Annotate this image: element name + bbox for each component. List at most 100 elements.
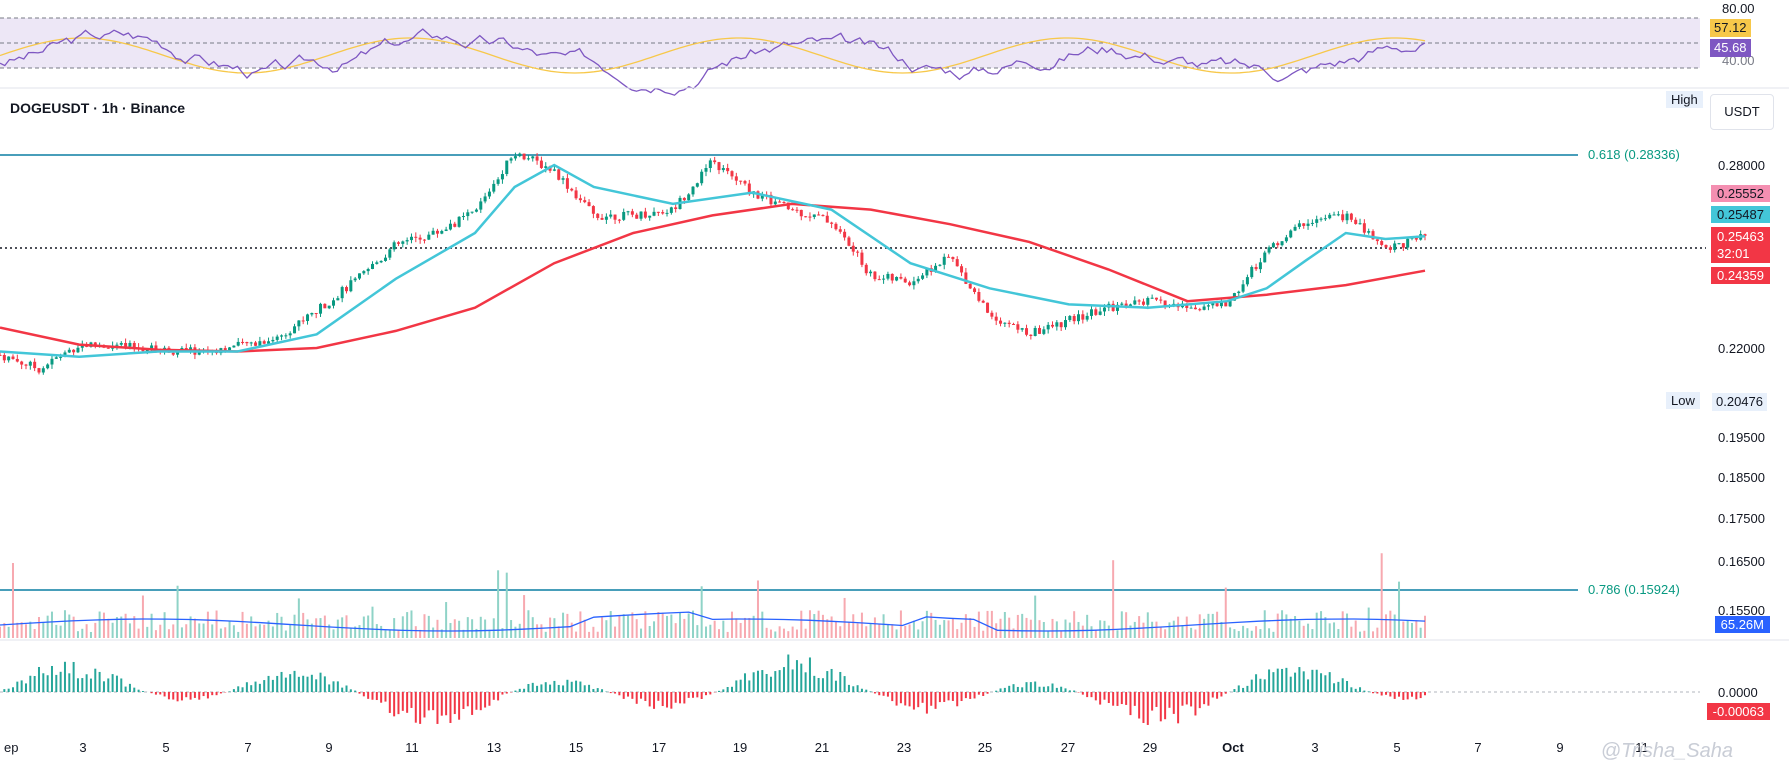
volume-bar [111, 622, 114, 638]
candle-body [349, 280, 353, 292]
volume-bar [726, 631, 729, 638]
volume-bar [1211, 613, 1214, 638]
candle-body [687, 194, 691, 201]
volume-bar [1294, 616, 1297, 638]
candle-body [448, 223, 452, 230]
volume-bar [544, 631, 547, 638]
macd-bar [778, 670, 781, 692]
candle-body [1219, 302, 1223, 307]
macd-bar [1237, 685, 1240, 692]
macd-bar [618, 692, 621, 696]
volume-bar [912, 620, 915, 638]
rsi-top-label: 80.00 [1722, 1, 1755, 16]
macd-bar [120, 678, 123, 692]
candle-body [544, 166, 548, 168]
candle-body [825, 215, 829, 223]
volume-bar [202, 623, 205, 638]
macd-bar [1307, 679, 1310, 692]
candle-body [409, 236, 413, 241]
macd-bar [133, 687, 136, 692]
macd-bar [653, 692, 656, 709]
macd-bar [1285, 667, 1288, 692]
candle-body [522, 153, 526, 160]
candle-body [124, 342, 128, 347]
macd-bar [982, 692, 985, 696]
rsi-ma-line [0, 37, 1426, 74]
candle-body [1064, 320, 1068, 328]
macd-bar [1073, 690, 1076, 692]
candle-body [656, 211, 660, 213]
low-value: 0.20476 [1712, 393, 1767, 411]
volume-bar [154, 630, 157, 638]
candle-body [1349, 213, 1353, 220]
macd-bar [631, 692, 634, 699]
volume-bar [899, 610, 902, 638]
macd-bar [1276, 668, 1279, 692]
price-countdown: 32:01 [1717, 246, 1750, 261]
volume-bar [956, 629, 959, 638]
macd-bar [397, 692, 400, 715]
macd-bar [1055, 687, 1058, 692]
macd-bar [29, 675, 32, 692]
candle-body [1193, 307, 1197, 310]
volume-bar [735, 618, 738, 638]
macd-bar [544, 682, 547, 692]
volume-bar [1051, 618, 1054, 638]
volume-bar [921, 621, 924, 638]
macd-bar [37, 666, 40, 692]
volume-bar [7, 626, 10, 638]
macd-bar [761, 670, 764, 692]
candle-body [41, 368, 45, 373]
volume-bar [505, 572, 508, 638]
macd-bar [1177, 692, 1180, 724]
volume-bar [401, 616, 404, 638]
x-tick-label: 13 [487, 740, 501, 755]
macd-bar [180, 692, 183, 701]
volume-bar [228, 621, 231, 638]
candle-body [293, 326, 297, 334]
volume-bar [960, 622, 963, 638]
volume-bar [1168, 622, 1171, 638]
symbol-title[interactable]: DOGEUSDT · 1h · Binance [10, 100, 186, 116]
volume-bar [995, 623, 998, 638]
volume-bar [1393, 614, 1396, 638]
macd-bar [921, 692, 924, 703]
currency-selector[interactable]: USDT [1710, 94, 1774, 130]
macd-histogram [3, 654, 1426, 725]
macd-bar [648, 692, 651, 707]
volume-bar [1268, 628, 1271, 638]
volume-bar [466, 617, 469, 638]
volume-bar [1094, 630, 1097, 638]
macd-bar [549, 684, 552, 692]
volume-bar [219, 628, 222, 638]
volume-bar [670, 614, 673, 638]
macd-bar [1116, 692, 1119, 706]
candle-body [1029, 334, 1033, 337]
macd-bar [1094, 692, 1097, 701]
macd-bar [1398, 692, 1401, 697]
macd-bar [42, 673, 45, 692]
volume-bar [782, 628, 785, 638]
macd-bar [1168, 692, 1171, 708]
candle-body [59, 356, 63, 358]
candle-body [830, 222, 834, 224]
volume-bar [813, 614, 816, 638]
candle-body [700, 171, 704, 184]
candle-body [1098, 311, 1102, 315]
volume-bar [627, 615, 630, 638]
candle-body [1267, 247, 1271, 253]
macd-bar [813, 675, 816, 692]
volume-bar [700, 586, 703, 638]
candle-body [557, 169, 561, 180]
candle-body [457, 216, 461, 227]
macd-bar [800, 663, 803, 692]
candle-body [1354, 219, 1358, 224]
candle-body [1336, 214, 1340, 216]
volume-bar [306, 619, 309, 638]
volume-bar [683, 618, 686, 638]
volume-bar [1116, 630, 1119, 638]
volume-bar [1276, 613, 1279, 638]
macd-bar [1198, 692, 1201, 709]
candle-body [1341, 214, 1345, 221]
